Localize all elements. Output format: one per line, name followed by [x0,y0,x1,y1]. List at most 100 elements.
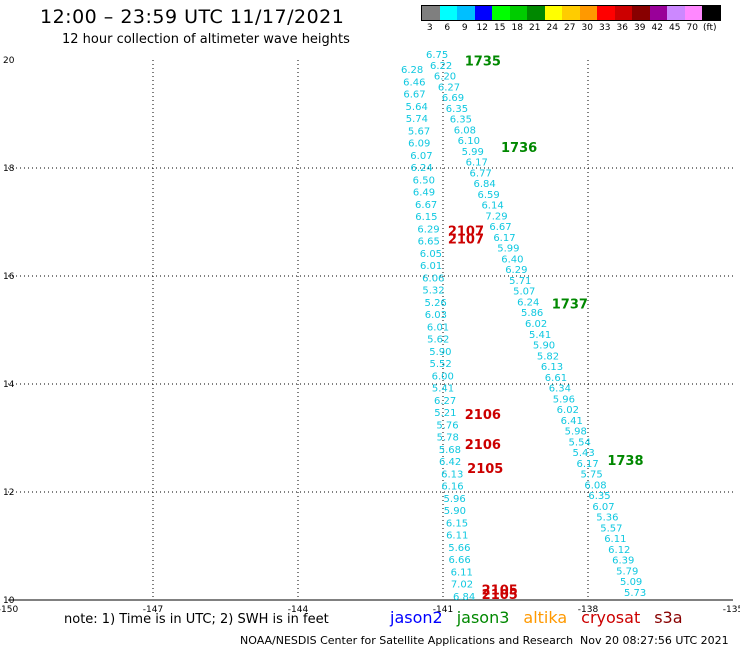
satellite-jason2: jason2 [390,608,443,627]
wave-height-value: 6.05 [420,249,442,260]
wave-height-value: 6.16 [441,482,463,493]
x-tick-label: -147 [143,605,163,615]
x-tick-label: -150 [0,605,18,615]
wave-height-value: 6.42 [439,457,461,468]
y-tick-label: 16 [3,272,15,282]
legend-label: 45 [669,23,681,33]
legend-label: 21 [529,23,541,33]
legend-swatch [667,6,685,20]
wave-height-value: 6.35 [450,115,472,126]
wave-height-value: 5.07 [513,287,535,298]
wave-height-value: 5.43 [573,448,595,459]
timestamp: Nov 20 08:27:56 UTC 2021 [580,634,729,647]
wave-height-value: 6.75 [426,50,448,61]
wave-height-value: 6.14 [481,201,503,212]
legend-label: 18 [511,23,523,33]
wave-height-value: 6.69 [442,93,464,104]
wave-height-value: 6.49 [413,188,435,199]
track-a-values: 6.756.226.206.276.696.356.356.086.105.99… [426,50,646,599]
legend-label: 3 [426,23,433,33]
y-tick-label: 12 [3,488,14,498]
wave-height-value: 6.29 [417,224,439,235]
wave-height-value: 6.13 [541,362,563,373]
wave-height-value: 6.84 [474,179,496,190]
wave-height-value: 6.06 [422,273,444,284]
wave-height-value: 5.86 [521,308,543,319]
wave-height-value: 5.79 [616,566,638,577]
satellite-jason3: jason3 [456,608,510,627]
wave-height-value: 6.20 [434,72,456,83]
legend-label: 39 [634,23,646,33]
wave-height-value: 6.46 [403,77,425,88]
wave-height-value: 6.17 [493,233,515,244]
time-label-cryosat: 2105 [482,584,518,599]
legend-swatch [527,6,545,20]
legend-swatch [579,6,597,20]
legend-swatch [474,6,492,20]
time-label-cryosat: 2107 [448,233,484,248]
credit-line: NOAA/NESDIS Center for Satellite Applica… [240,634,574,647]
satellite-altika: altika [523,608,568,627]
wave-height-value: 5.96 [553,394,575,405]
wave-height-value: 5.41 [529,330,551,341]
legend-label: 36 [616,23,628,33]
wave-height-value: 5.90 [444,506,466,517]
wave-height-value: 5.09 [620,577,642,588]
wave-height-value: 5.76 [436,420,458,431]
wave-height-value: 6.09 [408,139,430,150]
legend-label: 30 [581,23,593,33]
wave-height-value: 5.62 [427,335,449,346]
wave-height-value: 6.67 [415,200,437,211]
legend-swatch [684,6,702,20]
wave-height-value: 5.26 [425,298,447,309]
wave-height-value: 6.11 [446,531,468,542]
legend-swatch [649,6,667,20]
wave-height-value: 5.41 [432,384,454,395]
wave-height-value: 5.71 [509,276,531,287]
wave-height-value: 5.75 [580,470,602,481]
legend-label: 70 [686,23,698,33]
wave-height-value: 6.84 [453,592,475,603]
time-labels: 1735173617371738210721072106210621052105… [448,54,644,603]
wave-height-value: 6.03 [425,310,447,321]
wave-height-value: 6.13 [441,469,463,480]
satellite-legend: jason2 jason3 altika cryosat s3a [390,608,697,627]
wave-height-value: 5.98 [565,427,587,438]
wave-height-value: 6.10 [458,136,480,147]
wave-height-value: 6.01 [427,322,449,333]
legend-label: 15 [494,23,506,33]
legend-label: 33 [599,23,611,33]
x-tick-label: -135 [723,605,740,615]
wave-height-value: 6.61 [545,373,567,384]
y-tick-label: 10 [3,596,15,606]
units-note: note: 1) Time is in UTC; 2) SWH is in fe… [64,612,329,627]
wave-height-value: 6.08 [454,125,476,136]
legend-label: 27 [564,23,576,33]
wave-height-value: 6.77 [470,168,492,179]
map-axes: -150 -147 -144 -141 -138 -135 20 18 16 14 12 10 [0,56,740,615]
wave-height-value: 6.65 [418,237,440,248]
x-tick-label: -144 [288,605,309,615]
wave-height-value: 6.67 [403,90,425,101]
color-scale-legend: 3 6 9 12 15 18 21 24 27 30 33 36 39 42 45 70 (ft) [421,5,721,33]
legend-swatch [509,6,527,20]
legend-label: 9 [461,23,468,33]
x-tick-label: -138 [578,605,599,615]
page-subtitle: 12 hour collection of altimeter wave hei… [62,32,350,47]
wave-height-value: 5.66 [448,543,470,554]
wave-height-value: 5.57 [600,523,622,534]
wave-height-value: 6.35 [446,104,468,115]
wave-height-value: 6.12 [608,545,630,556]
wave-height-value: 6.35 [588,491,610,502]
page-title: 12:00 – 23:59 UTC 11/17/2021 [40,6,345,28]
time-label-cryosat: 2106 [465,408,501,423]
wave-height-value: 6.01 [420,261,442,272]
legend-label: 12 [476,23,488,33]
wave-height-value: 6.29 [505,265,527,276]
wave-height-value: 5.96 [444,494,466,505]
wave-height-value: 6.24 [410,163,432,174]
wave-height-value: 5.36 [596,513,618,524]
wave-height-value: 6.27 [434,396,456,407]
x-tick-label: -141 [433,605,453,615]
